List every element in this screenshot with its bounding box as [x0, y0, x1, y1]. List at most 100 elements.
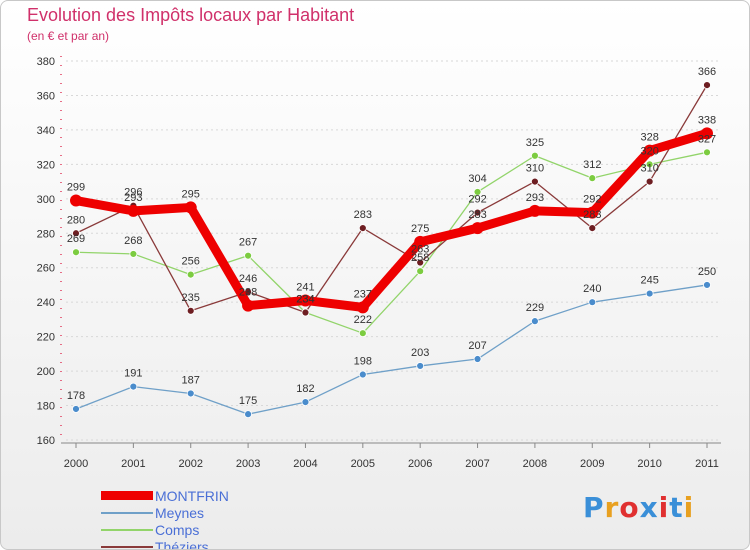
x-tick-label-2003: 2003	[236, 458, 260, 470]
data-label-comps: 258	[411, 252, 429, 264]
data-point-montfrin	[184, 201, 197, 214]
data-point-montfrin	[70, 194, 82, 207]
data-label-théziers: 234	[296, 294, 314, 306]
data-label-comps: 304	[468, 173, 486, 185]
data-point-montfrin	[643, 144, 656, 157]
data-label-meynes: 250	[698, 266, 716, 278]
data-label-théziers: 283	[354, 209, 372, 221]
data-point-théziers	[358, 224, 367, 233]
x-tick-label-2010: 2010	[637, 458, 661, 470]
y-tick-label: 340	[37, 125, 55, 137]
data-label-meynes: 175	[239, 395, 257, 407]
series-line-comps	[75, 151, 708, 334]
data-label-comps: 267	[239, 237, 257, 249]
data-point-théziers	[72, 229, 80, 238]
data-label-théziers: 310	[640, 163, 658, 175]
data-label-comps: 327	[698, 133, 716, 145]
data-label-montfrin: 292	[583, 194, 601, 206]
data-point-comps	[416, 267, 425, 276]
data-point-théziers	[703, 81, 711, 90]
data-point-comps	[129, 250, 138, 258]
y-tick-label: 200	[37, 366, 55, 378]
proxiti-logo: Proxiti	[583, 491, 695, 524]
data-point-théziers	[588, 224, 597, 233]
legend-item-montfrin: MONTFRIN	[101, 487, 229, 504]
data-label-montfrin: 238	[239, 287, 257, 299]
data-point-comps	[588, 174, 597, 183]
y-tick-label: 180	[37, 401, 55, 413]
legend-label: Comps	[155, 521, 200, 538]
x-tick-label-2011: 2011	[695, 458, 719, 470]
data-point-théziers	[186, 306, 195, 315]
x-tick-label-2007: 2007	[465, 458, 489, 470]
data-point-meynes	[358, 370, 367, 379]
data-point-théziers	[645, 177, 654, 186]
data-label-théziers: 246	[239, 273, 257, 285]
data-point-meynes	[645, 289, 654, 298]
x-tick-label-2005: 2005	[351, 458, 375, 470]
data-point-meynes	[588, 298, 597, 307]
data-point-théziers	[416, 258, 425, 267]
data-label-montfrin: 275	[411, 223, 429, 235]
data-point-comps	[531, 151, 539, 160]
data-label-meynes: 240	[583, 283, 601, 295]
data-point-meynes	[473, 355, 482, 363]
data-point-comps	[186, 270, 195, 279]
data-point-montfrin	[471, 222, 484, 235]
series-line-théziers	[75, 84, 708, 314]
data-point-comps	[72, 248, 80, 257]
data-label-comps: 320	[640, 145, 658, 157]
data-label-comps: 256	[182, 256, 200, 268]
series-line-montfrin	[71, 128, 712, 312]
data-point-théziers	[473, 208, 482, 217]
legend-label: MONTFRIN	[155, 487, 229, 504]
x-tick-label-2009: 2009	[580, 458, 604, 470]
data-label-montfrin: 299	[67, 182, 85, 194]
y-tick-label: 320	[37, 159, 55, 171]
legend-swatch	[101, 491, 153, 500]
y-tick-label: 260	[37, 263, 55, 275]
data-label-comps: 269	[67, 233, 85, 245]
data-label-montfrin: 295	[182, 188, 200, 200]
data-label-comps: 312	[583, 159, 601, 171]
x-tick-label-2001: 2001	[121, 458, 145, 470]
chart-title: Evolution des Impôts locaux par Habitant	[27, 5, 355, 25]
data-label-théziers: 235	[182, 292, 200, 304]
data-point-meynes	[244, 410, 252, 419]
x-tick-label-2000: 2000	[64, 458, 88, 470]
data-point-montfrin	[528, 204, 541, 217]
data-point-meynes	[531, 317, 539, 326]
data-label-montfrin: 237	[354, 288, 372, 300]
y-tick-label: 380	[37, 56, 55, 68]
data-label-montfrin: 338	[698, 114, 716, 126]
legend-label: Théziers	[155, 538, 209, 550]
chart-subtitle: (en € et par an)	[27, 29, 110, 43]
data-point-meynes	[416, 362, 425, 370]
y-tick-label: 360	[37, 90, 55, 102]
data-label-meynes: 198	[354, 356, 372, 368]
y-tick-label: 240	[37, 297, 55, 309]
legend-item-comps: Comps	[101, 521, 229, 538]
legend-swatch	[101, 511, 153, 514]
data-point-montfrin	[701, 127, 713, 140]
data-label-meynes: 187	[182, 374, 200, 386]
data-label-comps: 268	[124, 235, 142, 247]
x-tick-label-2002: 2002	[178, 458, 202, 470]
data-label-montfrin: 293	[526, 192, 544, 204]
legend-swatch	[101, 545, 153, 548]
data-point-montfrin	[356, 301, 369, 314]
data-label-théziers: 280	[67, 214, 85, 226]
x-tick-label-2004: 2004	[293, 458, 317, 470]
data-point-meynes	[186, 389, 195, 398]
data-label-théziers: 263	[411, 244, 429, 256]
y-tick-label: 160	[37, 435, 55, 447]
data-label-théziers: 292	[468, 194, 486, 206]
data-label-montfrin: 283	[468, 209, 486, 221]
data-point-comps	[244, 251, 252, 260]
data-label-théziers: 283	[583, 209, 601, 221]
x-tick-label-2006: 2006	[408, 458, 432, 470]
legend-item-meynes: Meynes	[101, 504, 229, 521]
legend: MONTFRIN Meynes Comps Théziers	[101, 487, 229, 550]
